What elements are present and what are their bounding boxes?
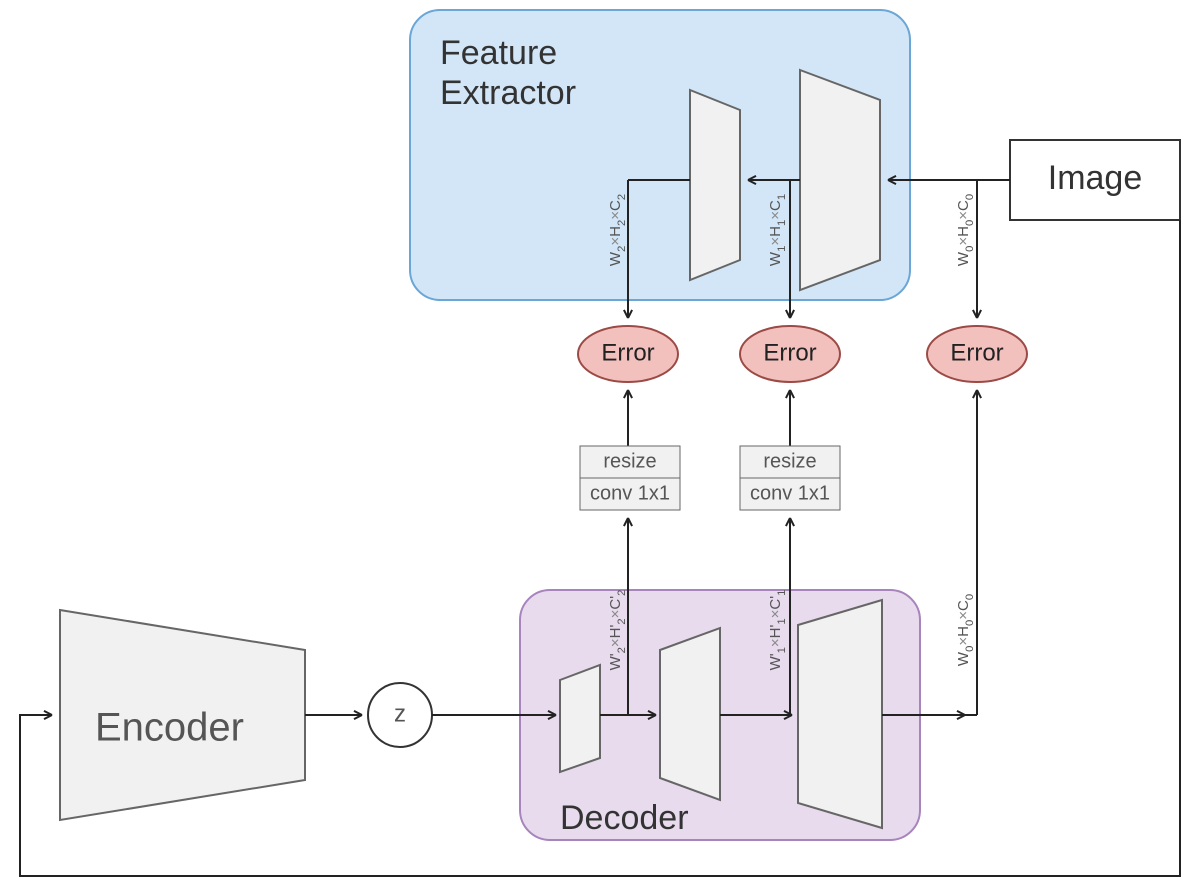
fe-block-2 xyxy=(800,70,880,290)
dec-block-3 xyxy=(798,600,882,828)
dec-block-1 xyxy=(560,665,600,772)
dim-label-5: W0×H0×C0 xyxy=(955,594,976,666)
svg-text:conv 1x1: conv 1x1 xyxy=(750,482,830,504)
svg-text:Error: Error xyxy=(601,339,654,366)
svg-text:Feature: Feature xyxy=(440,34,557,72)
svg-text:W0×H0×C0: W0×H0×C0 xyxy=(955,594,976,666)
svg-text:Extractor: Extractor xyxy=(440,74,576,112)
svg-text:Error: Error xyxy=(950,339,1003,366)
svg-text:W0×H0×C0: W0×H0×C0 xyxy=(955,194,976,266)
dec-block-2 xyxy=(660,628,720,800)
fe-block-1 xyxy=(690,90,740,280)
svg-text:Encoder: Encoder xyxy=(95,706,244,750)
dim-label-2: W0×H0×C0 xyxy=(955,194,976,266)
svg-text:Image: Image xyxy=(1048,159,1143,197)
svg-text:Decoder: Decoder xyxy=(560,799,689,837)
svg-text:z: z xyxy=(394,700,406,727)
svg-text:Error: Error xyxy=(763,339,816,366)
svg-text:resize: resize xyxy=(603,450,656,472)
svg-text:resize: resize xyxy=(763,450,816,472)
svg-text:conv 1x1: conv 1x1 xyxy=(590,482,670,504)
